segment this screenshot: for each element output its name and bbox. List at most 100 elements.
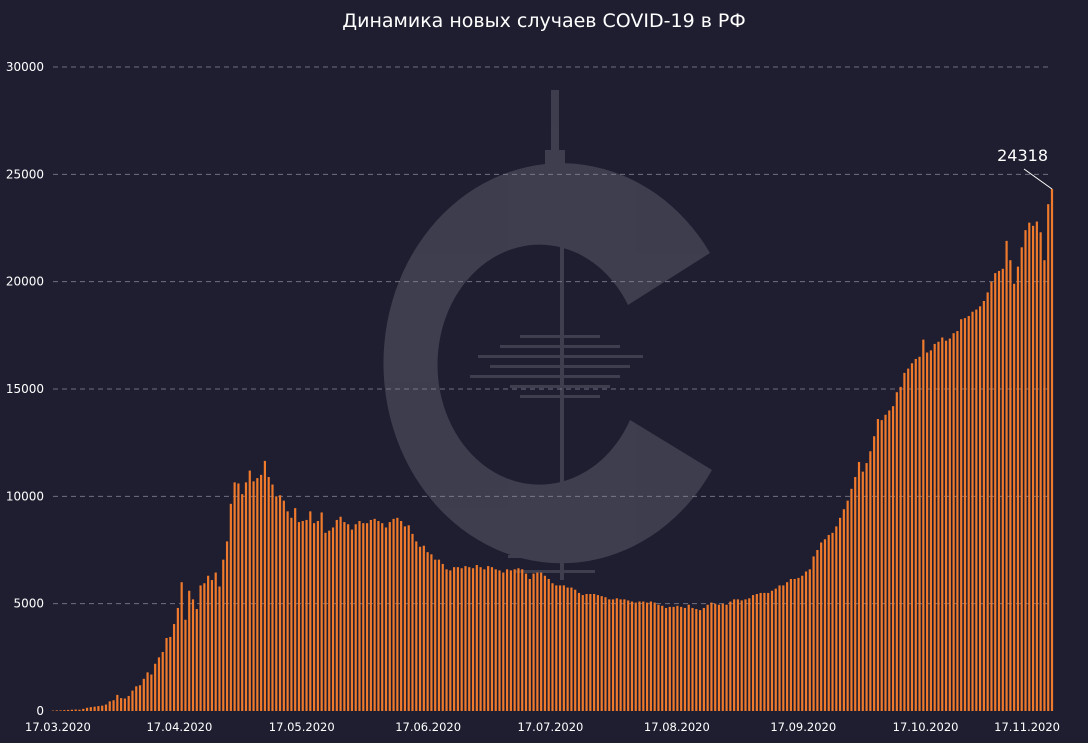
bar (691, 607, 694, 711)
bar (547, 578, 550, 711)
bar (63, 710, 66, 711)
bar (642, 601, 645, 711)
y-tick-label: 20000 (6, 275, 44, 289)
bar (369, 519, 372, 711)
bar (812, 556, 815, 711)
bar (267, 477, 270, 711)
bar (733, 599, 736, 711)
bar (536, 572, 539, 711)
bar (468, 567, 471, 711)
bar (479, 567, 482, 711)
bar (248, 470, 251, 711)
bar (562, 585, 565, 711)
watermark-logo (383, 90, 712, 580)
bar (524, 573, 528, 711)
bar (70, 709, 74, 711)
bar (521, 569, 524, 711)
bar (377, 521, 380, 711)
bar (653, 602, 656, 711)
y-axis: 0 5000 10000 15000 20000 25000 30000 (6, 60, 44, 718)
bar (627, 600, 630, 711)
bar (744, 599, 747, 711)
bar (138, 685, 142, 711)
y-tick-label: 15000 (6, 382, 44, 396)
bar (146, 672, 149, 711)
bar (997, 270, 1001, 711)
bar (426, 552, 429, 711)
bar (801, 575, 804, 711)
y-tick-label: 30000 (6, 60, 44, 74)
bar (244, 482, 248, 711)
bar (104, 704, 108, 711)
bar (971, 311, 974, 711)
bar (82, 708, 85, 711)
bar (899, 386, 902, 711)
bar (176, 607, 179, 711)
bar (59, 710, 62, 711)
bar (820, 542, 823, 711)
bar (1039, 232, 1042, 712)
bar (657, 604, 660, 711)
bar (142, 678, 145, 711)
bar (755, 594, 758, 711)
bar (89, 707, 92, 711)
bar (729, 601, 732, 711)
bar (664, 607, 668, 711)
bar (937, 341, 940, 711)
bar (422, 545, 425, 711)
bar (676, 605, 679, 711)
bar (286, 511, 289, 711)
bar (260, 474, 263, 711)
bar (252, 481, 255, 711)
bar (388, 522, 391, 711)
bar (1031, 225, 1035, 711)
bar (135, 686, 138, 711)
bar (381, 523, 384, 711)
bar (517, 568, 520, 711)
bar (838, 517, 842, 711)
bar (487, 566, 490, 711)
y-tick-label: 25000 (6, 167, 44, 181)
x-tick-label: 17.11.2020 (994, 720, 1060, 734)
x-tick-label: 17.06.2020 (395, 720, 461, 734)
bar (770, 590, 774, 711)
bar (967, 316, 970, 711)
bar (721, 603, 724, 711)
bar (604, 597, 607, 711)
x-tick-label: 17.04.2020 (146, 720, 212, 734)
bar (797, 577, 800, 711)
bar (271, 484, 274, 711)
bar (218, 586, 221, 711)
bar (328, 530, 331, 711)
annotation-label: 24318 (997, 146, 1048, 165)
bar (774, 588, 777, 711)
bar (195, 609, 198, 711)
bar (354, 524, 357, 711)
bar (982, 300, 985, 711)
bar (649, 601, 652, 711)
bar (808, 569, 811, 711)
bar (1024, 230, 1027, 711)
bar (437, 559, 441, 711)
bar (101, 705, 104, 711)
bar (505, 569, 509, 711)
x-tick-label: 17.10.2020 (893, 720, 959, 734)
bar (585, 594, 588, 711)
bar (574, 589, 577, 711)
bar (842, 509, 845, 711)
bar (589, 594, 592, 711)
bar (214, 572, 217, 711)
bar (74, 709, 77, 711)
bar (78, 709, 81, 711)
bar (131, 690, 134, 711)
x-tick-label: 17.08.2020 (644, 720, 710, 734)
x-tick-label: 17.07.2020 (518, 720, 584, 734)
bar (1020, 247, 1023, 711)
bar (55, 710, 58, 711)
bar (67, 709, 70, 711)
bar (445, 569, 448, 711)
bar (1035, 221, 1038, 711)
bar (873, 436, 876, 711)
bar (275, 496, 278, 711)
